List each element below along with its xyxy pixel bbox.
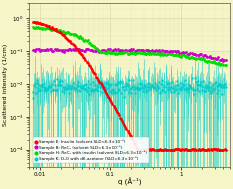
Legend: Sample E: Insulin (solvent SLD=6.3×10⁻⁶), Sample B: ReC₄ (solvent SLD=6.3×10⁻⁶),: Sample E: Insulin (solvent SLD=6.3×10⁻⁶)… xyxy=(33,137,149,163)
Y-axis label: Scattered intensity (1/cm): Scattered intensity (1/cm) xyxy=(3,44,8,126)
X-axis label: q (Å⁻¹): q (Å⁻¹) xyxy=(118,178,141,186)
